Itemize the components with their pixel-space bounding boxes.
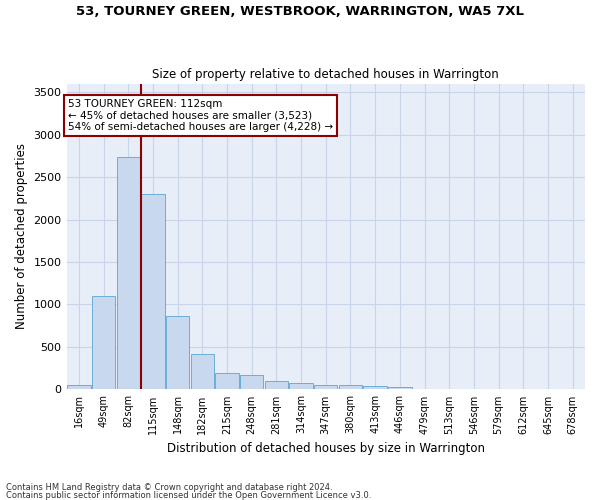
Bar [314, 385, 337, 390]
Text: 53 TOURNEY GREEN: 112sqm
← 45% of detached houses are smaller (3,523)
54% of sem: 53 TOURNEY GREEN: 112sqm ← 45% of detach… [68, 99, 333, 132]
Bar [92, 296, 115, 390]
Bar [67, 385, 91, 390]
Bar [215, 374, 239, 390]
X-axis label: Distribution of detached houses by size in Warrington: Distribution of detached houses by size … [167, 442, 485, 455]
Bar [191, 354, 214, 390]
Bar [388, 388, 412, 390]
Bar [265, 382, 288, 390]
Y-axis label: Number of detached properties: Number of detached properties [15, 144, 28, 330]
Text: Contains HM Land Registry data © Crown copyright and database right 2024.: Contains HM Land Registry data © Crown c… [6, 484, 332, 492]
Bar [339, 385, 362, 390]
Bar [116, 158, 140, 390]
Bar [289, 384, 313, 390]
Text: 53, TOURNEY GREEN, WESTBROOK, WARRINGTON, WA5 7XL: 53, TOURNEY GREEN, WESTBROOK, WARRINGTON… [76, 5, 524, 18]
Text: Contains public sector information licensed under the Open Government Licence v3: Contains public sector information licen… [6, 490, 371, 500]
Bar [141, 194, 164, 390]
Bar [240, 376, 263, 390]
Bar [413, 388, 436, 390]
Bar [166, 316, 190, 390]
Title: Size of property relative to detached houses in Warrington: Size of property relative to detached ho… [152, 68, 499, 81]
Bar [364, 386, 387, 390]
